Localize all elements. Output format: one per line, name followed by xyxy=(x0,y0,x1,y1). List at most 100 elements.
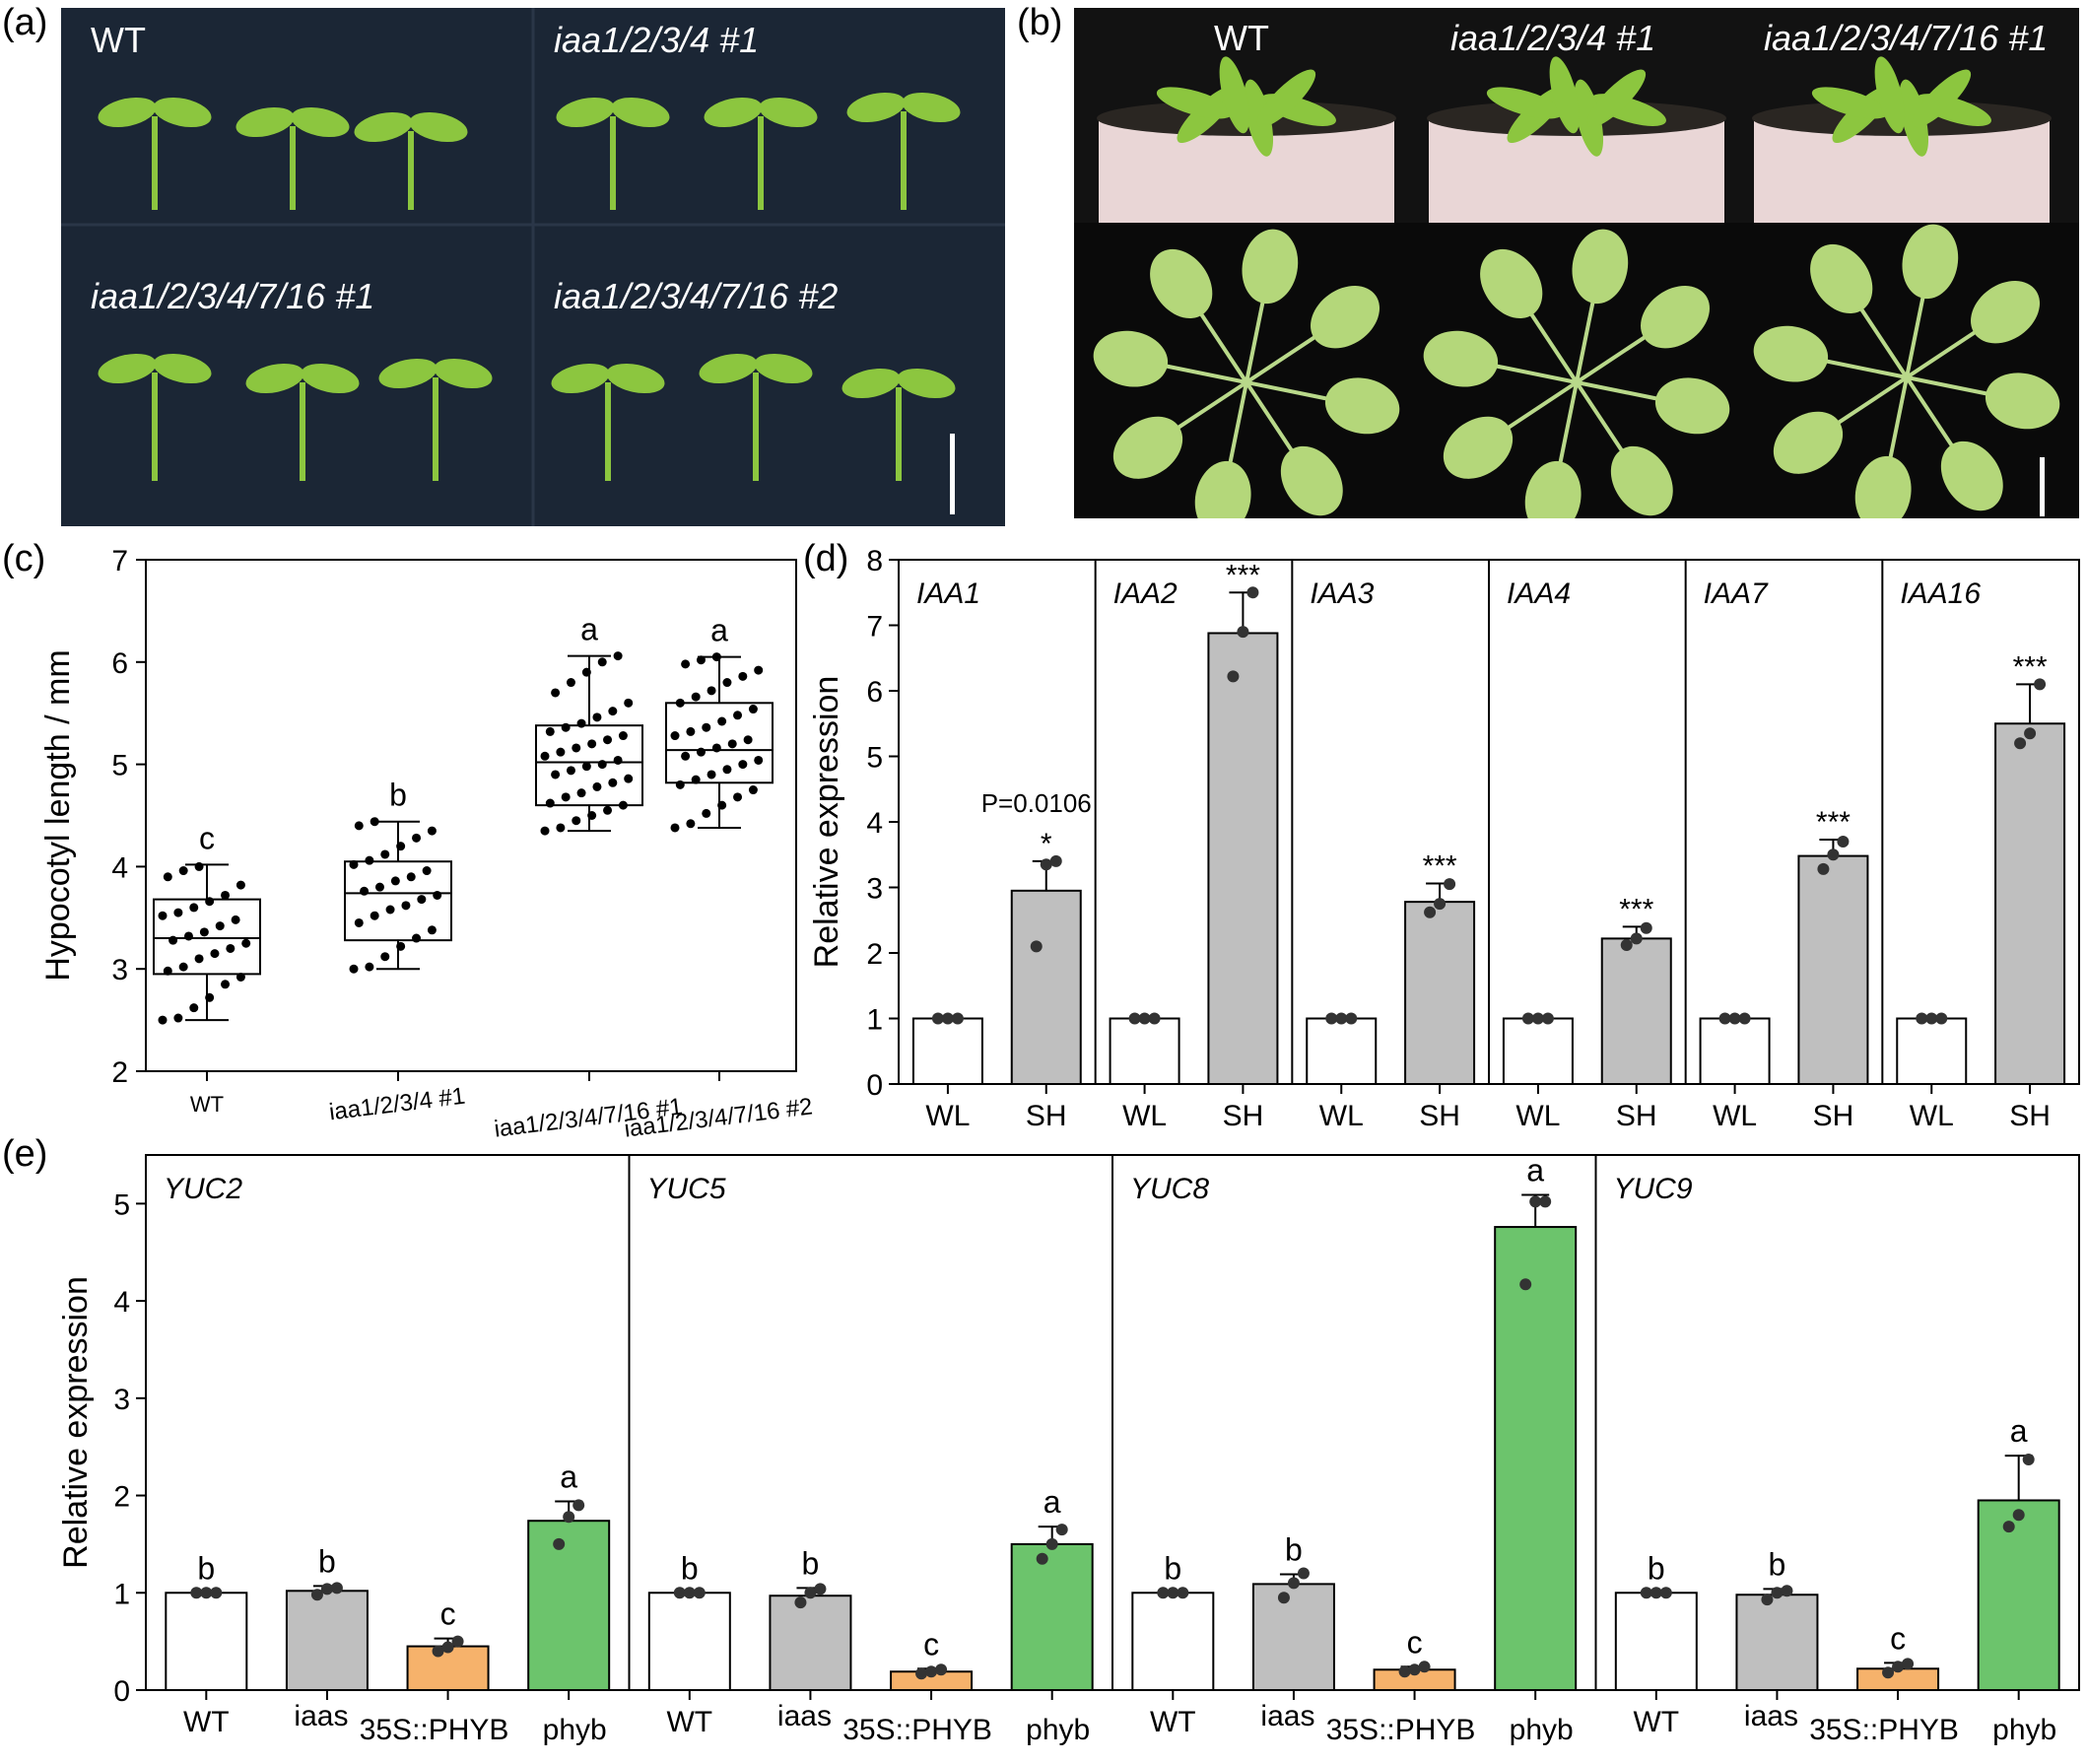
bar xyxy=(1600,937,1672,1085)
x-tick-label: phyb xyxy=(543,1714,607,1746)
y-tick-label: 2 xyxy=(113,1481,130,1514)
rosette-leaf xyxy=(1280,445,1343,516)
data-point xyxy=(1738,1012,1751,1025)
pot-leaf xyxy=(1912,69,1972,128)
data-point xyxy=(608,707,618,716)
rosette-photo-panel: WT iaa1/2/3/4 #1 iaa1/2/3/4/7/16 #1 xyxy=(1074,8,2079,518)
y-tick-label: 1 xyxy=(113,1578,130,1610)
data-point xyxy=(754,755,764,765)
data-point xyxy=(1277,1592,1290,1604)
rosette-petiole xyxy=(1575,380,1628,458)
data-point xyxy=(406,872,416,882)
significance-mark: *** xyxy=(2013,650,2048,683)
rosette-leaf xyxy=(1610,445,1673,516)
data-point xyxy=(210,1587,223,1599)
seedling-cotyledon xyxy=(98,97,157,128)
rosette-petiole xyxy=(1557,381,1579,470)
significance-letter: b xyxy=(1769,1546,1786,1582)
seedling-cotyledon xyxy=(291,106,350,138)
data-point xyxy=(624,698,634,708)
data-point xyxy=(624,774,634,783)
seedling-cotyledon xyxy=(754,353,813,384)
data-point xyxy=(727,739,737,749)
data-point xyxy=(1539,1195,1552,1208)
rosette-petiole xyxy=(1906,375,1994,397)
bar xyxy=(1207,632,1279,1085)
data-point xyxy=(189,903,199,913)
x-tick-label: SH xyxy=(1813,1100,1854,1132)
x-tick-label: WL xyxy=(1515,1100,1560,1132)
data-point xyxy=(194,861,204,871)
rosette-petiole xyxy=(1489,363,1578,384)
rosette-leaf xyxy=(1423,330,1499,387)
data-point xyxy=(1640,921,1652,934)
rosette-leaf xyxy=(1311,286,1380,349)
scale-bar-a xyxy=(950,434,955,514)
y-tick-label: 2 xyxy=(866,938,883,971)
bar xyxy=(1373,1668,1456,1691)
bar xyxy=(406,1645,490,1692)
bar xyxy=(1251,1583,1335,1692)
data-point xyxy=(1345,1012,1358,1025)
data-point xyxy=(1167,1587,1179,1599)
x-tick-label: WT xyxy=(666,1706,712,1738)
pot-leaf xyxy=(1811,87,1889,119)
data-point xyxy=(194,954,204,964)
data-point xyxy=(221,980,231,989)
data-point xyxy=(168,935,178,945)
x-tick-label: iaa1/2/3/4/7/16 #2 xyxy=(623,1093,814,1142)
data-point xyxy=(1728,1012,1741,1025)
data-point xyxy=(1325,1012,1338,1025)
seedling-cotyledon xyxy=(897,368,956,399)
data-point xyxy=(163,966,172,976)
data-point xyxy=(1935,1012,1948,1025)
data-point xyxy=(572,816,581,826)
y-tick-label: 4 xyxy=(111,851,128,884)
data-point xyxy=(1287,1577,1300,1590)
data-point xyxy=(1049,854,1062,867)
data-point xyxy=(748,785,758,795)
data-point xyxy=(1892,1661,1905,1673)
data-point xyxy=(696,747,706,757)
data-point xyxy=(390,876,400,886)
data-point xyxy=(1297,1567,1310,1580)
x-tick-label: iaas xyxy=(1744,1700,1798,1732)
data-point xyxy=(236,973,245,983)
data-point xyxy=(2034,678,2047,691)
data-point xyxy=(1434,898,1447,911)
x-tick-label: 35S::PHYB xyxy=(1809,1714,1959,1746)
rosette-leaf xyxy=(1773,411,1844,474)
data-point xyxy=(2002,1521,2015,1533)
data-point xyxy=(365,962,374,972)
photo-b-label-iaa1234: iaa1/2/3/4 #1 xyxy=(1450,18,1656,58)
rosette-leaf xyxy=(1654,377,1730,435)
rosette-leaf xyxy=(1480,248,1543,319)
x-tick-label: WL xyxy=(1122,1100,1167,1132)
x-tick-label: WL xyxy=(925,1100,970,1132)
data-point xyxy=(189,1003,199,1013)
y-tick-label: 4 xyxy=(866,807,883,840)
data-point xyxy=(540,751,550,761)
x-tick-label: iaa1/2/3/4 #1 xyxy=(328,1083,467,1126)
significance-letter: a xyxy=(560,1459,577,1494)
data-point xyxy=(1531,1012,1544,1025)
data-point xyxy=(241,938,251,948)
data-point xyxy=(1519,1278,1532,1291)
seedling-cotyledon xyxy=(301,363,360,394)
data-point xyxy=(427,925,437,935)
y-axis-label: Relative expression xyxy=(57,1276,95,1569)
x-tick-label: 35S::PHYB xyxy=(360,1714,509,1746)
bar xyxy=(1735,1594,1819,1692)
y-tick-label: 5 xyxy=(866,742,883,775)
seedling-photo-panel: WT iaa1/2/3/4 #1 iaa1/2/3/4/7/16 #1 iaa1… xyxy=(61,8,1005,526)
data-point xyxy=(158,911,168,920)
data-point xyxy=(1128,1012,1141,1025)
rosette-petiole xyxy=(1245,331,1322,384)
rosette-petiole xyxy=(1575,295,1596,383)
rosette-petiole xyxy=(1887,376,1909,465)
significance-letter: c xyxy=(199,820,215,855)
data-point xyxy=(743,735,753,745)
data-point xyxy=(231,915,240,924)
seedling-cotyledon xyxy=(699,353,758,384)
data-point xyxy=(441,1641,454,1654)
